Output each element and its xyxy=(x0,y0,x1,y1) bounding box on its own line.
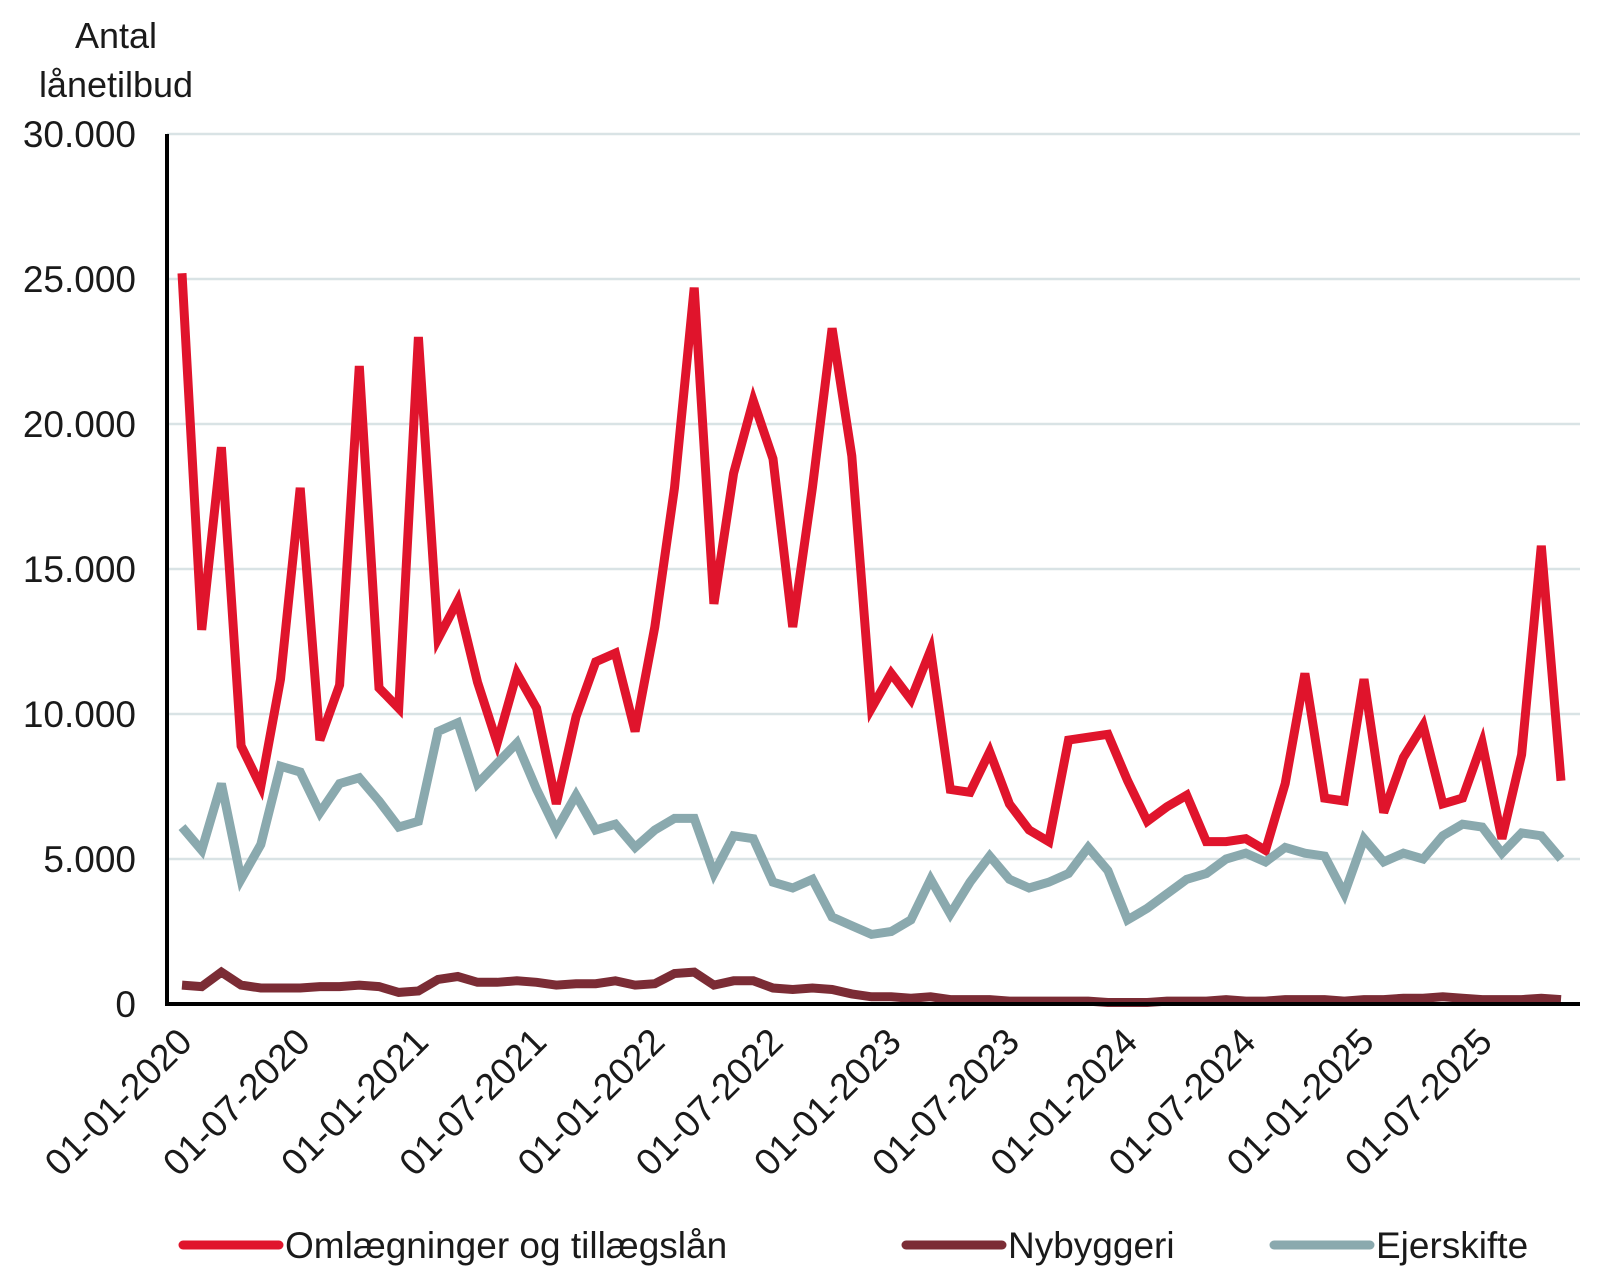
legend-label: Ejerskifte xyxy=(1376,1225,1528,1266)
y-tick-label: 0 xyxy=(115,984,136,1025)
y-tick-label: 30.000 xyxy=(23,114,136,155)
series-line xyxy=(181,966,1562,1007)
y-tick-label: 5.000 xyxy=(43,839,136,880)
gridlines xyxy=(167,132,1580,861)
x-axis-tick-labels: 01-01-202001-07-202001-01-202101-07-2021… xyxy=(37,1021,1500,1184)
y-axis-title: Antal lånetilbud xyxy=(39,15,193,105)
y-axis-title-line-1: Antal xyxy=(75,15,157,56)
axes xyxy=(165,134,1580,1006)
y-axis-tick-labels: 0 5.000 10.000 15.000 20.000 25.000 30.000 xyxy=(23,114,136,1025)
legend: Omlægninger og tillægslån Nybyggeri Ejersk… xyxy=(178,1225,1528,1266)
y-tick-label: 15.000 xyxy=(23,549,136,590)
series-lines xyxy=(177,272,1566,1007)
y-tick-label: 20.000 xyxy=(23,404,136,445)
y-tick-label: 10.000 xyxy=(23,694,136,735)
y-tick-label: 25.000 xyxy=(23,259,136,300)
series-line xyxy=(178,716,1565,940)
legend-label: Nybyggeri xyxy=(1008,1225,1175,1266)
series-line xyxy=(177,272,1566,858)
legend-label: Omlægninger og tillægslån xyxy=(285,1225,727,1266)
y-axis-title-line-2: lånetilbud xyxy=(39,64,193,105)
